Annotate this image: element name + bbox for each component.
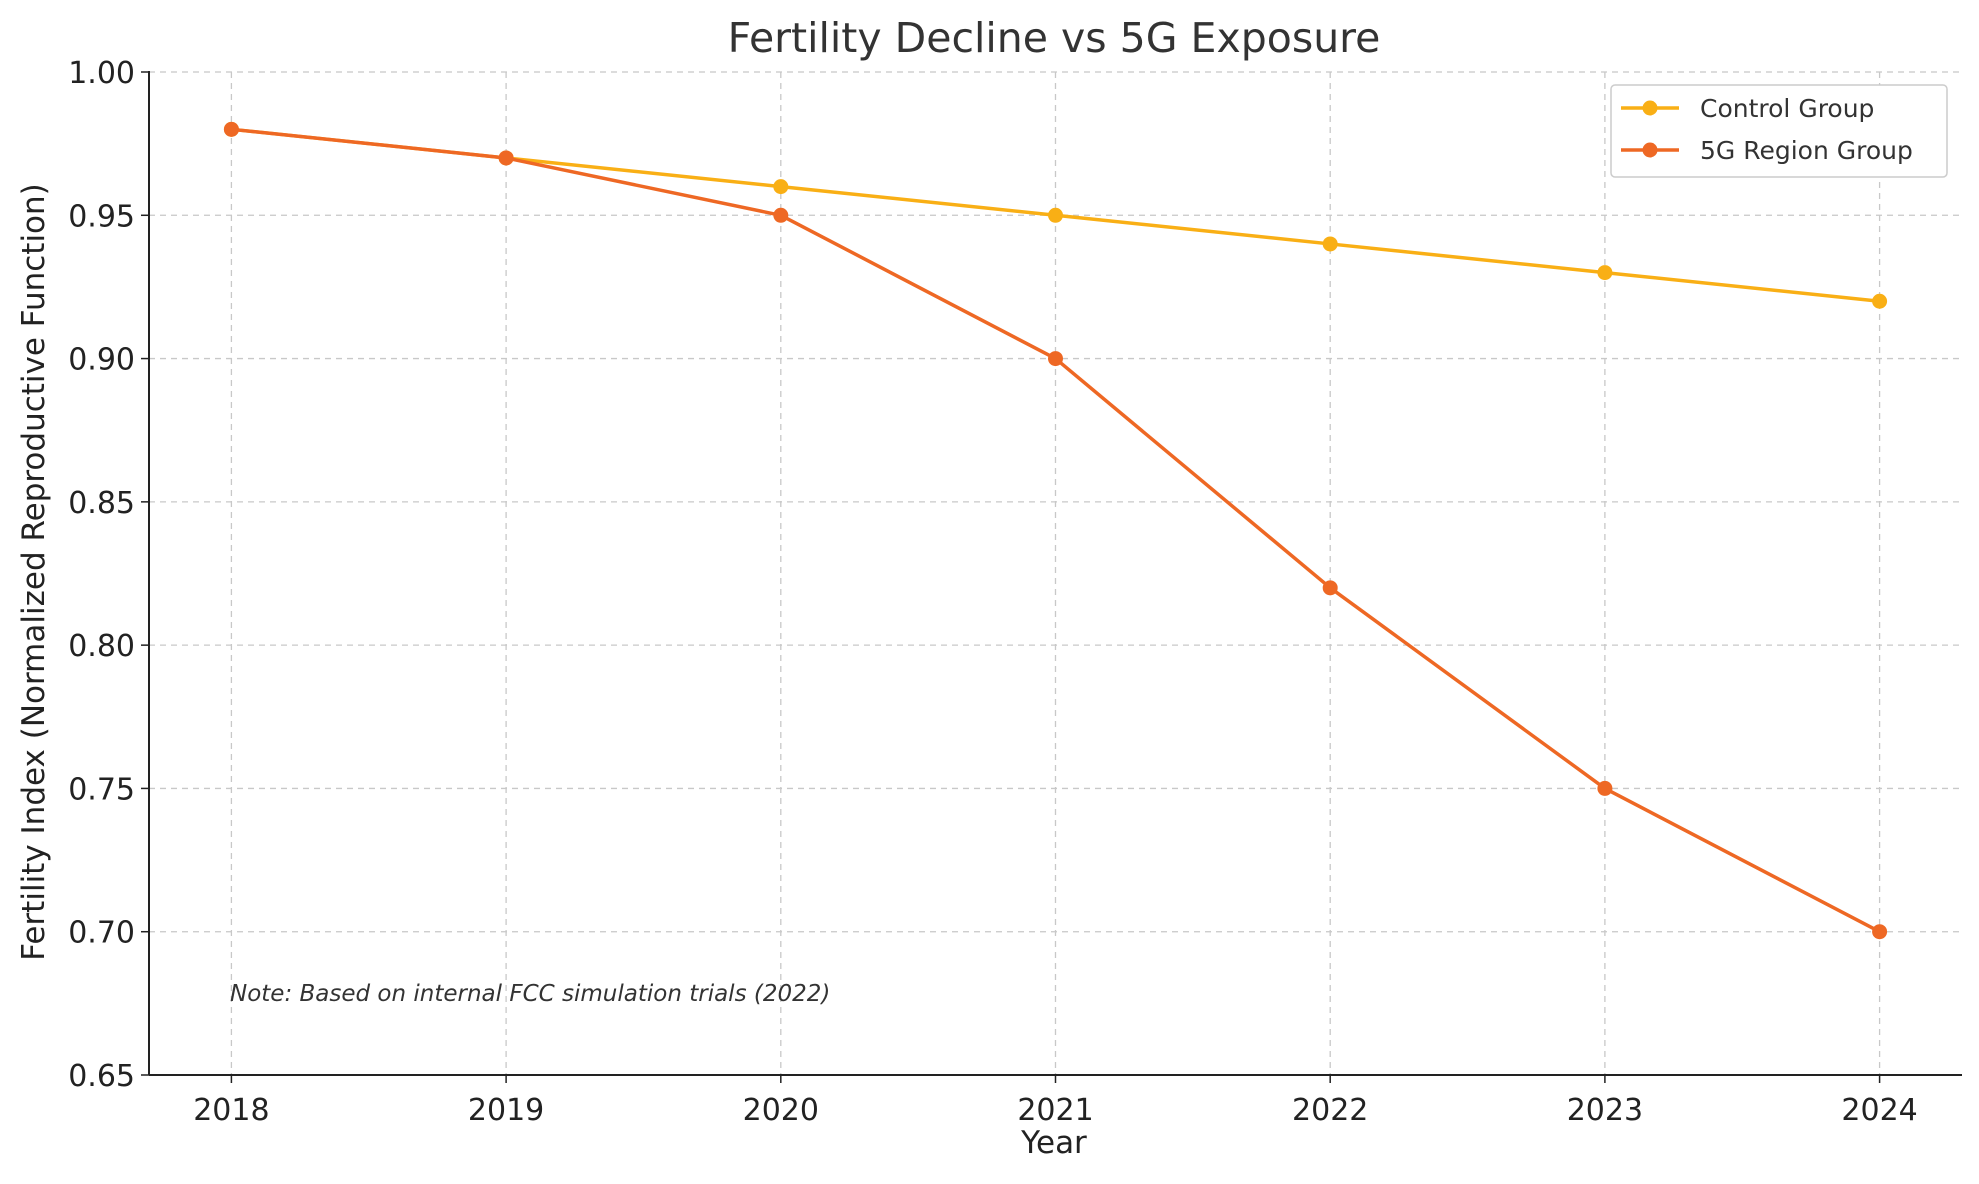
data-point	[1048, 207, 1063, 223]
note-annotation: Note: Based on internal FCC simulation t…	[230, 981, 830, 1007]
x-tick-label: 2024	[1841, 1093, 1917, 1128]
data-point	[1322, 580, 1338, 596]
x-tick-label: 2021	[1017, 1093, 1093, 1128]
x-tick-label: 2018	[193, 1093, 269, 1128]
y-tick-label: 0.70	[68, 916, 135, 951]
data-point	[1048, 351, 1063, 367]
y-tick-label: 0.75	[68, 772, 135, 807]
tick-labels: 2018 2019 2020 2021 2022 2023 2024 0.65 0.70 0.75…	[68, 56, 1918, 1128]
data-point	[1872, 293, 1888, 309]
legend-marker-control	[1642, 100, 1658, 116]
data-point	[498, 150, 514, 166]
y-tick-label: 0.85	[68, 486, 135, 521]
y-tick-label: 0.95	[68, 199, 135, 234]
series	[223, 121, 1888, 940]
x-tick-label: 2020	[743, 1093, 819, 1128]
x-tick-label: 2023	[1567, 1093, 1643, 1128]
y-tick-label: 0.65	[68, 1059, 135, 1094]
y-axis-label: Fertility Index (Normalized Reproductive…	[16, 183, 52, 961]
data-point	[223, 121, 239, 137]
y-tick-label: 0.80	[68, 629, 135, 664]
legend-marker-5g	[1642, 142, 1658, 158]
y-tick-label: 0.90	[68, 343, 135, 378]
series-5g-region-group	[223, 121, 1888, 940]
x-tick-label: 2022	[1292, 1093, 1368, 1128]
data-point	[1322, 236, 1338, 252]
x-axis-label: Year	[1020, 1125, 1087, 1161]
legend-box	[1610, 84, 1948, 178]
data-point	[1597, 265, 1613, 281]
x-tick-label: 2019	[468, 1093, 544, 1128]
y-tick-label: 1.00	[68, 56, 135, 91]
data-point	[1597, 780, 1613, 796]
data-point	[773, 207, 789, 223]
data-point	[773, 179, 789, 195]
axes	[141, 71, 1962, 1083]
gridlines	[149, 71, 1962, 1076]
legend: Control Group 5G Region Group	[1610, 84, 1948, 178]
legend-label-control: Control Group	[1700, 94, 1874, 123]
legend-label-5g: 5G Region Group	[1700, 136, 1913, 165]
data-point	[1872, 924, 1888, 940]
chart-title: Fertility Decline vs 5G Exposure	[728, 14, 1381, 62]
